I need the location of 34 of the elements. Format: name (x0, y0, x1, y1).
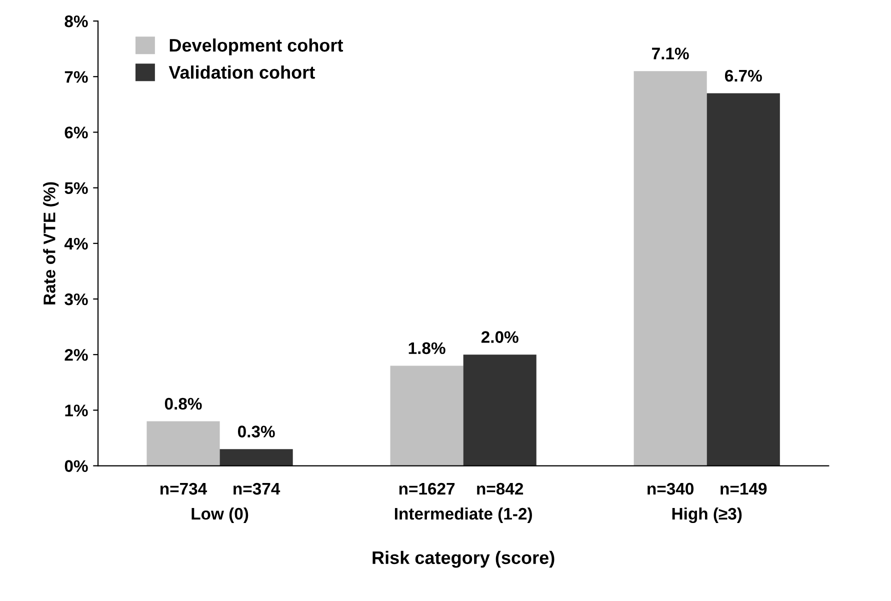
text: n=734 (160, 482, 208, 495)
legend-label: Validation cohort (168, 66, 315, 79)
data-label: 6.7% (725, 70, 762, 82)
data-label: 0.3% (238, 426, 275, 438)
bar (634, 71, 707, 466)
data-label: 2.0% (481, 331, 518, 343)
text: n=842 (477, 482, 524, 495)
bar (390, 366, 464, 466)
x-tick-label: High (≥3) (672, 507, 742, 524)
bar (706, 93, 780, 466)
y-tick-label: 2% (64, 348, 88, 361)
bar (463, 354, 536, 466)
text: n=340 (648, 482, 694, 495)
y-tick-label: 1% (65, 404, 88, 416)
y-tick-label: 5% (64, 182, 88, 194)
data-label: 1.8% (408, 342, 446, 354)
data-label: 7.1% (652, 48, 689, 60)
x-axis-title: Risk category (score) (372, 550, 554, 568)
y-tick-label: 4% (64, 238, 88, 250)
text: n=149 (720, 482, 767, 495)
bar (220, 449, 293, 466)
text: n=374 (234, 482, 280, 495)
data-label: 0.8% (164, 398, 202, 410)
y-tick-label: 3% (64, 293, 88, 306)
y-tick-label: 8% (64, 15, 88, 28)
y-axis-title: Rate of VTE (%) (43, 182, 59, 304)
legend-label: Development cohort (170, 38, 344, 56)
text: n=1627 (399, 482, 455, 495)
y-tick-label: 7% (64, 71, 88, 83)
x-tick-label: Intermediate (1-2) (394, 507, 532, 523)
bar (146, 421, 220, 466)
y-tick-label: 0% (64, 460, 88, 472)
y-tick-label: 6% (64, 126, 88, 138)
x-tick-label: Low (0) (192, 507, 248, 523)
